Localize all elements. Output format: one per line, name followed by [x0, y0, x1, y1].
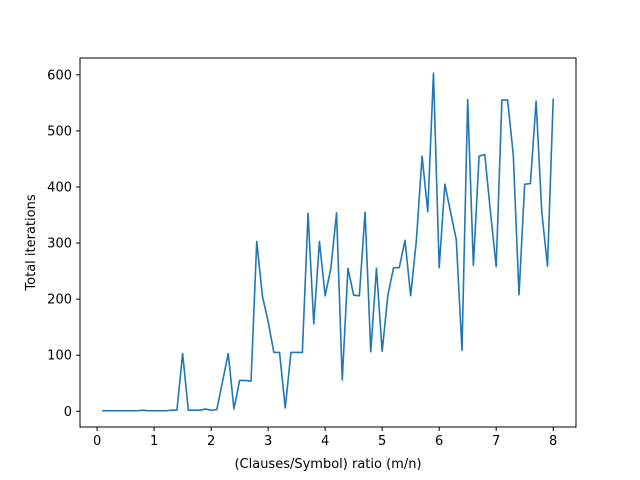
x-tick-label: 3	[264, 434, 272, 449]
plot-frame	[79, 57, 577, 428]
y-tick-label: 100	[47, 349, 72, 364]
y-tick-label: 500	[47, 124, 72, 139]
x-tick-label: 8	[549, 434, 557, 449]
x-tick-label: 7	[492, 434, 500, 449]
axis-ticks: 0 1 2 3 4 5 6 7 8 0 100 200 300 400 500 600	[47, 68, 557, 449]
y-tick-label: 0	[64, 405, 72, 420]
y-tick-label: 200	[47, 293, 72, 308]
y-tick-label: 400	[47, 180, 72, 195]
y-axis-label: Total iterations	[24, 194, 39, 291]
x-tick-label: 2	[207, 434, 215, 449]
x-tick-label: 1	[150, 434, 158, 449]
x-axis-label: (Clauses/Symbol) ratio (m/n)	[234, 457, 421, 472]
data-series-layer	[102, 72, 555, 412]
x-tick-label: 4	[321, 434, 329, 449]
x-tick-label: 6	[435, 434, 443, 449]
series-line-0	[102, 72, 555, 412]
y-tick-label: 300	[47, 237, 72, 252]
x-tick-label: 5	[378, 434, 386, 449]
x-tick-label: 0	[93, 434, 101, 449]
y-tick-label: 600	[47, 68, 72, 83]
